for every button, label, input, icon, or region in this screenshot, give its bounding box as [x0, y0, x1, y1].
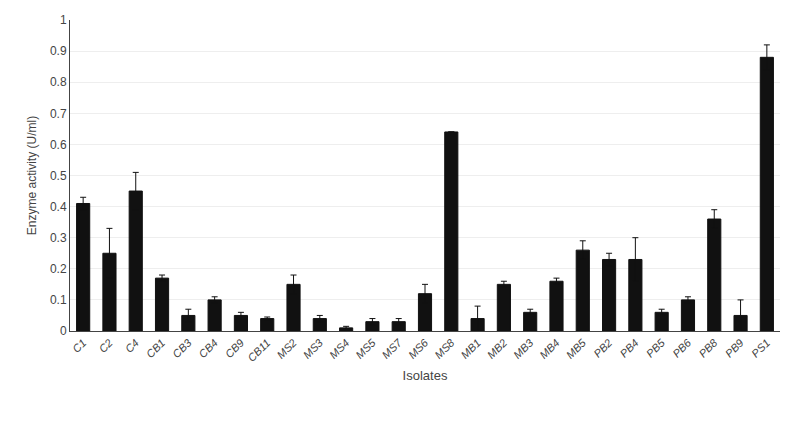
svg-text:MB1: MB1 [458, 337, 482, 361]
svg-text:0.8: 0.8 [50, 75, 67, 89]
svg-text:MB5: MB5 [564, 336, 589, 361]
svg-text:Enzyme activity (U/ml): Enzyme activity (U/ml) [25, 116, 39, 235]
svg-text:0.6: 0.6 [50, 138, 67, 152]
svg-text:0.1: 0.1 [50, 293, 67, 307]
svg-text:MB3: MB3 [511, 336, 536, 361]
svg-text:PB2: PB2 [591, 337, 614, 360]
svg-text:MS3: MS3 [301, 336, 326, 361]
svg-text:CB3: CB3 [170, 336, 194, 360]
svg-text:CB11: CB11 [245, 337, 272, 364]
svg-text:MS6: MS6 [406, 336, 431, 361]
svg-text:PB4: PB4 [617, 337, 640, 360]
svg-text:MS4: MS4 [327, 337, 351, 361]
svg-text:0.2: 0.2 [50, 262, 67, 276]
svg-text:MB2: MB2 [485, 337, 509, 361]
svg-text:CB4: CB4 [196, 337, 220, 361]
svg-text:0.4: 0.4 [50, 200, 67, 214]
svg-text:C2: C2 [96, 337, 114, 355]
svg-text:Isolates: Isolates [403, 368, 448, 383]
svg-text:MS5: MS5 [353, 336, 378, 361]
svg-text:0.3: 0.3 [50, 231, 67, 245]
svg-text:1: 1 [60, 13, 67, 27]
svg-text:MS7: MS7 [380, 336, 405, 361]
svg-text:MB4: MB4 [537, 337, 561, 361]
svg-text:0.9: 0.9 [50, 44, 67, 58]
svg-text:C1: C1 [70, 337, 88, 355]
svg-text:0.7: 0.7 [50, 107, 67, 121]
svg-text:0.5: 0.5 [50, 169, 67, 183]
svg-text:CB9: CB9 [223, 337, 247, 361]
svg-text:MS2: MS2 [274, 337, 298, 361]
svg-text:PB8: PB8 [696, 336, 720, 360]
svg-text:PB6: PB6 [670, 336, 694, 360]
svg-text:0: 0 [60, 324, 67, 338]
svg-text:PB9: PB9 [723, 337, 746, 360]
svg-text:C4: C4 [123, 337, 141, 355]
svg-text:PB5: PB5 [644, 336, 668, 360]
svg-text:CB1: CB1 [144, 337, 168, 361]
svg-text:PS1: PS1 [749, 337, 772, 360]
svg-text:MS8: MS8 [432, 336, 457, 361]
